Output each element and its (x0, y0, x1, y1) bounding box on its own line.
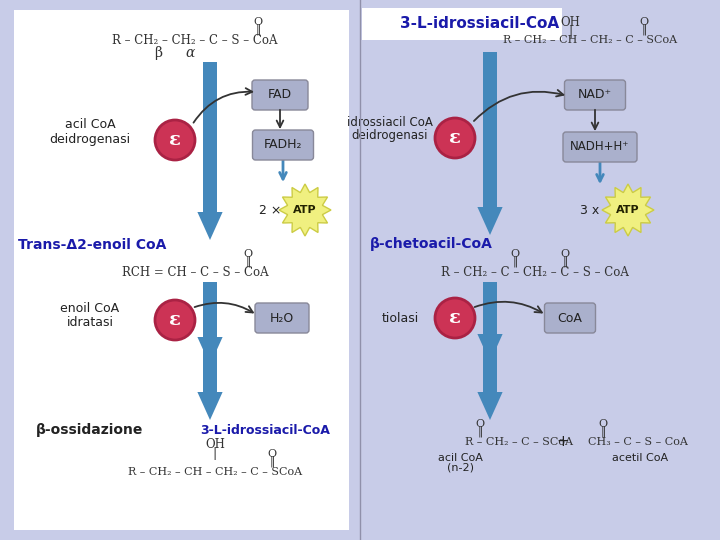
Polygon shape (602, 184, 654, 236)
Bar (14, 10, 349, 530)
Text: ε: ε (169, 311, 181, 329)
Text: O: O (598, 419, 608, 429)
Text: β: β (154, 46, 162, 60)
Text: R – CH₂ – CH₂ – C – S – CoA: R – CH₂ – CH₂ – C – S – CoA (112, 33, 278, 46)
Text: O: O (560, 249, 570, 259)
Text: idratasi: idratasi (66, 315, 114, 328)
Polygon shape (197, 212, 222, 240)
Text: O: O (253, 17, 263, 27)
Text: |: | (213, 448, 217, 461)
Text: R – CH₂ – CH – CH₂ – C – SCoA: R – CH₂ – CH – CH₂ – C – SCoA (503, 35, 677, 45)
Text: deidrogenasi: deidrogenasi (352, 129, 428, 141)
FancyBboxPatch shape (253, 130, 313, 160)
Text: NAD⁺: NAD⁺ (578, 89, 612, 102)
Text: ε: ε (449, 309, 461, 327)
Text: CoA: CoA (557, 312, 582, 325)
Polygon shape (477, 392, 503, 420)
Text: ‖: ‖ (512, 255, 518, 267)
Text: NADH+H⁺: NADH+H⁺ (570, 140, 630, 153)
Text: β-ossidazione: β-ossidazione (36, 423, 144, 437)
Bar (483, 52, 497, 207)
Bar (483, 282, 497, 334)
Text: FAD: FAD (268, 89, 292, 102)
Text: idrossiacil CoA: idrossiacil CoA (347, 116, 433, 129)
Text: 2 ×: 2 × (258, 204, 282, 217)
Text: ATP: ATP (616, 205, 640, 215)
Text: β-chetoacil-CoA: β-chetoacil-CoA (370, 237, 493, 251)
Text: ε: ε (449, 129, 461, 147)
Polygon shape (477, 334, 503, 362)
Text: RCH = CH – C – S – CoA: RCH = CH – C – S – CoA (122, 266, 269, 279)
FancyBboxPatch shape (252, 80, 308, 110)
Text: ‖: ‖ (642, 23, 647, 35)
Circle shape (435, 298, 475, 338)
Text: O: O (510, 249, 520, 259)
Text: O: O (475, 419, 485, 429)
Text: ‖: ‖ (269, 455, 275, 467)
Text: acil CoA: acil CoA (438, 453, 482, 463)
Polygon shape (279, 184, 331, 236)
Text: CH₃ – C – S – CoA: CH₃ – C – S – CoA (588, 437, 688, 447)
FancyBboxPatch shape (564, 80, 626, 110)
Polygon shape (197, 392, 222, 420)
Text: R – CH₂ – CH – CH₂ – C – SCoA: R – CH₂ – CH – CH₂ – C – SCoA (128, 467, 302, 477)
Text: 3-L-idrossiacil-CoA: 3-L-idrossiacil-CoA (200, 423, 330, 436)
Bar (203, 340, 217, 392)
Text: deidrogenasi: deidrogenasi (50, 133, 130, 146)
Bar (483, 340, 497, 392)
Text: ‖: ‖ (562, 255, 568, 267)
Text: (n-2): (n-2) (446, 463, 474, 473)
FancyBboxPatch shape (563, 132, 637, 162)
Circle shape (435, 118, 475, 158)
Text: ATP: ATP (293, 205, 317, 215)
Text: acetil CoA: acetil CoA (612, 453, 668, 463)
Text: ‖: ‖ (246, 255, 251, 267)
Bar (203, 62, 217, 212)
Text: enoil CoA: enoil CoA (60, 301, 120, 314)
Bar (203, 282, 217, 337)
Text: +: + (557, 435, 570, 449)
Bar (362, 8, 562, 40)
Text: FADH₂: FADH₂ (264, 138, 302, 152)
Text: acil CoA: acil CoA (65, 118, 115, 132)
Text: H₂O: H₂O (270, 312, 294, 325)
Text: ε: ε (169, 131, 181, 149)
Text: α: α (185, 46, 194, 60)
Text: ‖: ‖ (600, 426, 606, 437)
Text: R – CH₂ – C – CH₂ – C – S – CoA: R – CH₂ – C – CH₂ – C – S – CoA (441, 267, 629, 280)
FancyBboxPatch shape (544, 303, 595, 333)
Text: 3-L-idrossiacil-CoA: 3-L-idrossiacil-CoA (400, 17, 559, 31)
Text: |: | (568, 24, 572, 37)
Text: O: O (267, 449, 276, 459)
Text: OH: OH (560, 16, 580, 29)
Text: ‖: ‖ (256, 23, 261, 35)
Text: O: O (243, 249, 253, 259)
Text: Trans-Δ2-enoil CoA: Trans-Δ2-enoil CoA (18, 238, 166, 252)
Circle shape (155, 300, 195, 340)
Polygon shape (477, 207, 503, 235)
Text: 3 x: 3 x (580, 204, 600, 217)
Circle shape (155, 120, 195, 160)
FancyBboxPatch shape (255, 303, 309, 333)
Text: R – CH₂ – C – SCoA: R – CH₂ – C – SCoA (465, 437, 573, 447)
Text: ‖: ‖ (477, 426, 482, 437)
Polygon shape (197, 337, 222, 365)
Text: tiolasi: tiolasi (382, 312, 418, 325)
Text: O: O (639, 17, 649, 27)
Text: OH: OH (205, 438, 225, 451)
